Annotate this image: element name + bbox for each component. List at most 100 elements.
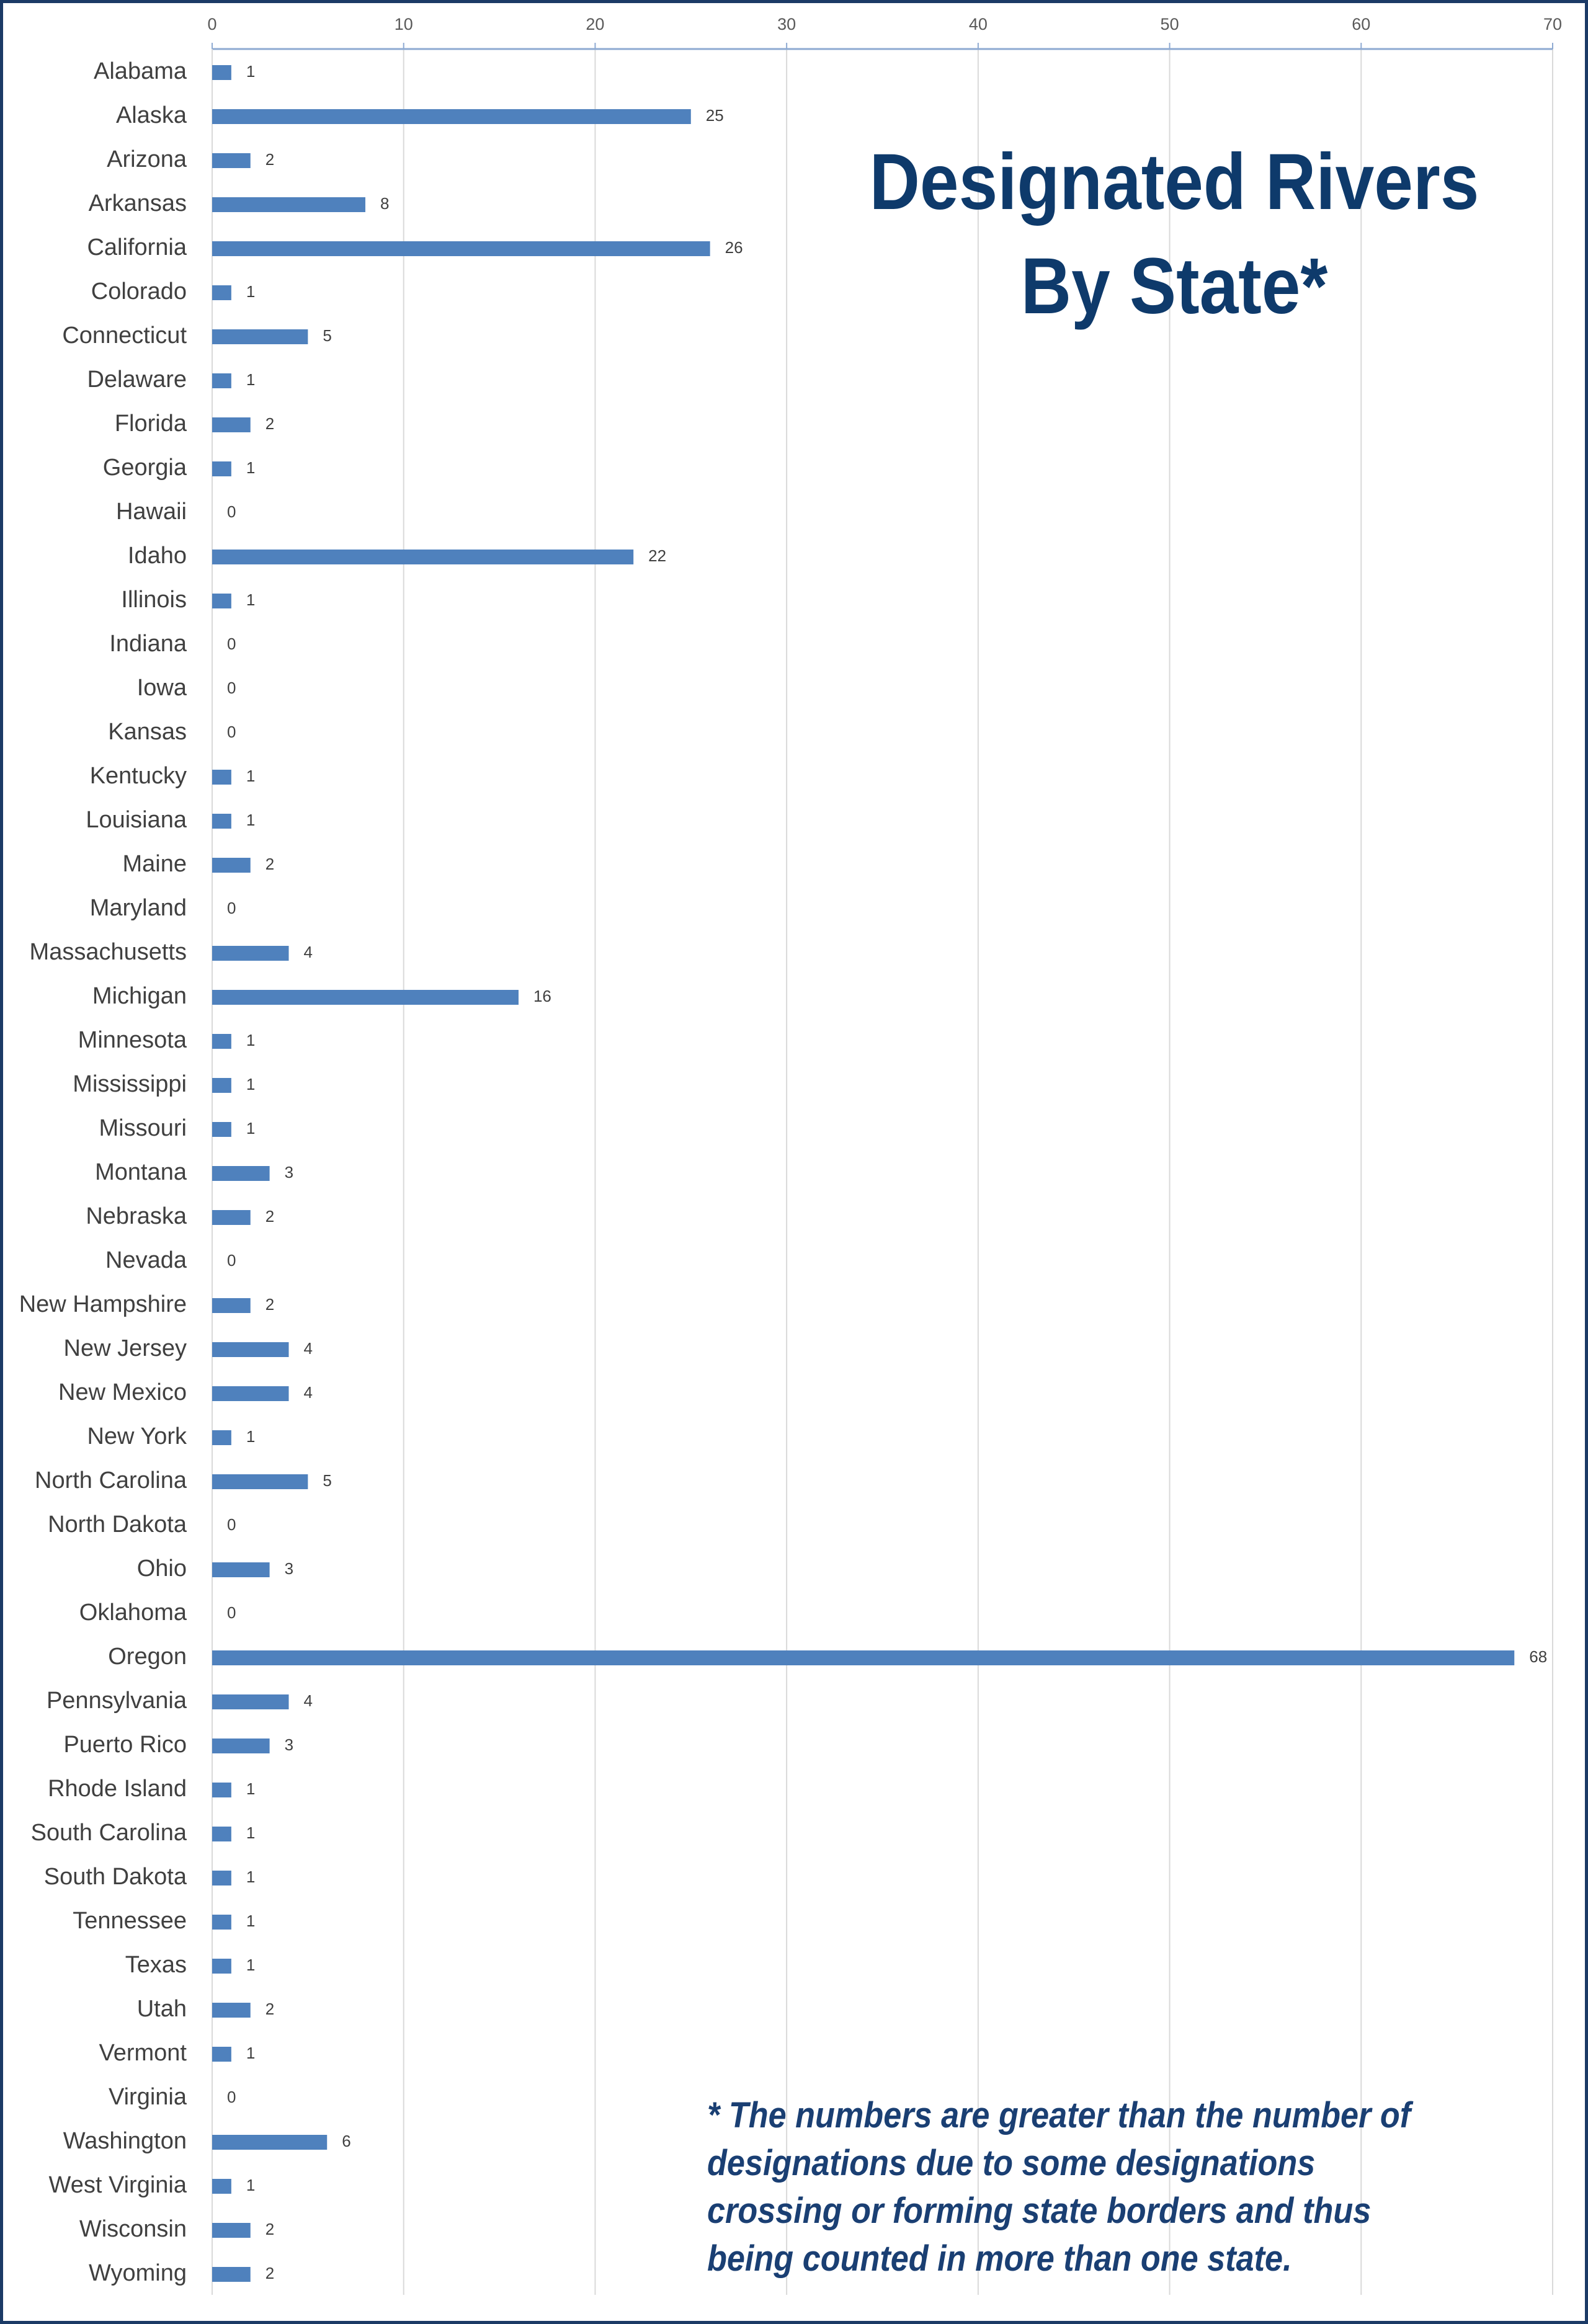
value-label: 2 [265, 414, 274, 433]
value-label: 1 [246, 458, 255, 477]
bar [212, 1694, 289, 1709]
value-label: 0 [227, 634, 236, 653]
y-tick-label: Oregon [108, 1644, 187, 1670]
x-tick-label: 60 [1352, 15, 1370, 33]
bar [212, 858, 251, 873]
value-label: 0 [227, 1251, 236, 1270]
y-tick-label: Michigan [92, 983, 187, 1009]
y-tick-label: Montana [95, 1159, 187, 1185]
value-label: 25 [706, 106, 724, 125]
y-tick-label: New Mexico [58, 1379, 187, 1405]
y-tick-label: California [87, 234, 187, 260]
y-tick-label: Virginia [109, 2084, 187, 2110]
value-label: 2 [265, 1295, 274, 1314]
value-label: 0 [227, 899, 236, 917]
y-tick-label: South Dakota [44, 1864, 187, 1890]
value-label: 2 [265, 150, 274, 169]
y-tick-label: Nevada [105, 1247, 187, 1273]
y-tick-label: South Carolina [31, 1820, 187, 1846]
y-tick-label: Puerto Rico [63, 1732, 187, 1758]
value-label: 1 [246, 1119, 255, 1138]
y-tick-label: Wisconsin [79, 2216, 187, 2242]
bar [212, 373, 231, 388]
y-tick-label: Oklahoma [79, 1600, 187, 1626]
bar [212, 65, 231, 80]
bar [212, 1959, 231, 1974]
x-tick-label: 70 [1543, 15, 1562, 33]
value-label: 1 [246, 767, 255, 785]
y-tick-label: Maryland [90, 895, 187, 921]
value-label: 2 [265, 855, 274, 873]
bar [212, 109, 691, 124]
bar [212, 461, 231, 476]
bar [212, 1430, 231, 1445]
bar [212, 1827, 231, 1841]
value-label: 1 [246, 1779, 255, 1798]
value-label: 1 [246, 370, 255, 389]
y-tick-label: Mississippi [73, 1071, 187, 1097]
y-tick-label: Ohio [137, 1556, 187, 1582]
footnote: * The numbers are greater than the numbe… [707, 2095, 1411, 2279]
bar [212, 2223, 251, 2238]
value-label: 22 [648, 546, 666, 565]
value-label: 1 [246, 1075, 255, 1093]
bar [212, 1562, 270, 1577]
y-tick-label: Nebraska [86, 1203, 187, 1229]
value-label: 3 [285, 1559, 293, 1578]
y-tick-label: Delaware [87, 367, 187, 393]
value-label: 16 [533, 987, 551, 1005]
x-tick-label: 30 [777, 15, 796, 33]
bar [212, 1298, 251, 1313]
y-tick-label: Florida [115, 411, 187, 437]
x-tick-label: 0 [207, 15, 216, 33]
y-tick-label: Vermont [99, 2040, 187, 2066]
value-label: 6 [342, 2132, 350, 2150]
value-label: 1 [246, 1823, 255, 1842]
bar [212, 417, 251, 432]
y-tick-label: Louisiana [86, 807, 187, 833]
value-label: 3 [285, 1163, 293, 1182]
value-label: 8 [380, 194, 389, 213]
y-tick-label: Pennsylvania [47, 1688, 187, 1714]
bar [212, 1342, 289, 1357]
value-label: 4 [303, 1339, 312, 1358]
value-label: 0 [227, 679, 236, 697]
value-label: 1 [246, 282, 255, 301]
value-label: 68 [1529, 1647, 1547, 1666]
y-tick-label: Arkansas [89, 190, 187, 216]
y-tick-label: Missouri [99, 1115, 187, 1141]
x-tick-label: 10 [395, 15, 413, 33]
y-tick-label: Maine [123, 851, 187, 877]
y-tick-label: Connecticut [62, 323, 187, 349]
bar [212, 1122, 231, 1137]
value-label: 0 [227, 502, 236, 521]
value-label: 5 [323, 1471, 331, 1490]
bar [212, 1210, 251, 1225]
bar [212, 1078, 231, 1093]
y-tick-label: Colorado [91, 278, 187, 305]
y-tick-label: Wyoming [89, 2260, 187, 2286]
value-label: 1 [246, 2044, 255, 2062]
bar [212, 2267, 251, 2282]
value-label: 0 [227, 1515, 236, 1534]
value-label: 1 [246, 590, 255, 609]
bar [212, 594, 231, 608]
bar [212, 990, 519, 1005]
bar [212, 770, 231, 785]
value-label: 0 [227, 2088, 236, 2106]
value-label: 2 [265, 1207, 274, 1226]
value-label: 4 [303, 1383, 312, 1402]
bar [212, 1915, 231, 1930]
bar [212, 2047, 231, 2062]
value-label: 1 [246, 62, 255, 81]
y-tick-label: Georgia [103, 455, 187, 481]
y-tick-label: Texas [125, 1952, 187, 1978]
bar [212, 1474, 308, 1489]
value-label: 3 [285, 1735, 293, 1754]
value-label: 2 [265, 2264, 274, 2282]
bar [212, 241, 710, 256]
y-tick-label: Illinois [121, 587, 187, 613]
value-label: 1 [246, 811, 255, 829]
